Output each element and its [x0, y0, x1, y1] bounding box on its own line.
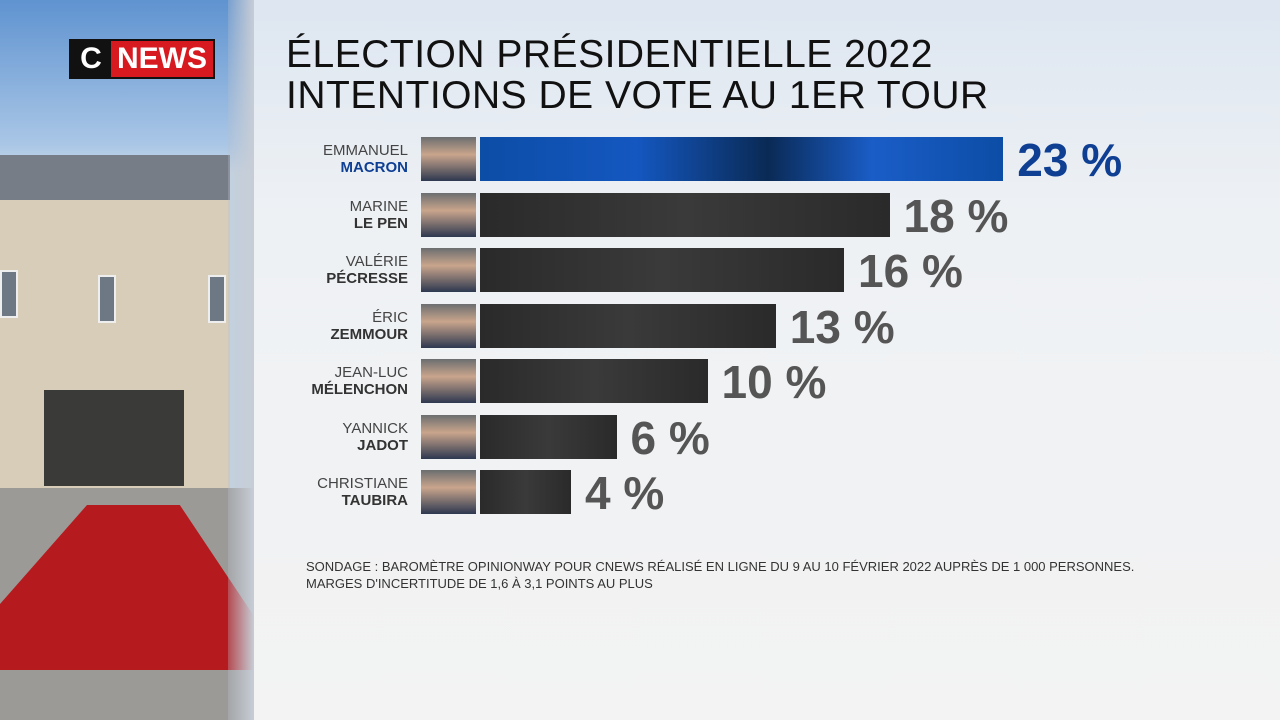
bar-row: EMMANUEL MACRON 23 %	[0, 134, 1280, 186]
candidate-last-name: JADOT	[357, 436, 408, 454]
bar	[480, 414, 617, 459]
candidate-name: YANNICK JADOT	[342, 420, 408, 454]
logo-news: NEWS	[111, 41, 213, 77]
bar	[480, 470, 571, 514]
data-label: 6 %	[630, 411, 710, 464]
data-label: 16 %	[858, 245, 963, 297]
candidate-last-name: LE PEN	[353, 214, 408, 232]
bar	[480, 359, 708, 403]
candidate-first-name: VALÉRIE	[345, 253, 408, 270]
bar-row: JEAN-LUC MÉLENCHON 10 %	[0, 356, 1280, 408]
logo-c: C	[71, 41, 111, 77]
candidate-photo	[421, 192, 476, 237]
panel-edge	[228, 0, 254, 720]
candidate-last-name: PÉCRESSE	[326, 270, 408, 287]
bar	[480, 303, 776, 348]
elysee-background-image: C NEWS	[0, 0, 254, 720]
candidate-photo	[421, 303, 476, 348]
candidate-first-name: YANNICK	[342, 419, 408, 437]
bar-row: MARINE LE PEN 18 %	[0, 190, 1280, 242]
cnews-logo: C NEWS	[69, 39, 215, 79]
candidate-first-name: MARINE	[349, 197, 408, 215]
bar	[480, 248, 844, 292]
data-label: 4 %	[585, 467, 665, 519]
title-line-1: ÉLECTION PRÉSIDENTIELLE 2022	[286, 33, 933, 76]
candidate-name: VALÉRIE PÉCRESSE	[326, 253, 408, 287]
source-line-2: MARGES D'INCERTITUDE DE 1,6 À 3,1 POINTS…	[306, 576, 653, 591]
window	[0, 270, 18, 318]
window	[98, 275, 116, 323]
candidate-first-name: CHRISTIANE	[317, 475, 408, 492]
poll-source: SONDAGE : BAROMÈTRE OPINIONWAY POUR CNEW…	[306, 558, 1134, 592]
candidate-last-name: TAUBIRA	[341, 492, 408, 509]
candidate-name: MARINE LE PEN	[350, 198, 408, 232]
candidate-first-name: EMMANUEL	[322, 142, 408, 159]
bar-row: CHRISTIANE TAUBIRA 4 %	[0, 467, 1280, 519]
page-title: ÉLECTION PRÉSIDENTIELLE 2022 INTENTIONS …	[286, 34, 989, 116]
candidate-name: JEAN-LUC MÉLENCHON	[311, 364, 408, 398]
candidate-first-name: ÉRIC	[372, 308, 408, 326]
candidate-name: EMMANUEL MACRON	[323, 142, 408, 176]
data-label: 18 %	[903, 189, 1009, 242]
window	[208, 275, 226, 323]
roof	[0, 155, 230, 205]
candidate-name: CHRISTIANE TAUBIRA	[317, 475, 408, 509]
candidate-last-name: MACRON	[340, 159, 409, 176]
candidate-last-name: MÉLENCHON	[311, 381, 408, 398]
entrance	[44, 390, 184, 486]
source-line-1: SONDAGE : BAROMÈTRE OPINIONWAY POUR CNEW…	[306, 559, 1135, 574]
bar	[480, 137, 1004, 181]
bar	[480, 192, 890, 237]
candidate-photo	[421, 470, 476, 514]
candidate-photo	[421, 137, 476, 181]
candidate-name: ÉRIC ZEMMOUR	[331, 309, 409, 343]
data-label: 10 %	[721, 356, 827, 408]
candidate-last-name: ZEMMOUR	[330, 325, 409, 343]
data-label: 23 %	[1017, 134, 1123, 186]
candidate-photo	[421, 248, 476, 292]
candidate-photo	[421, 414, 476, 459]
title-line-2: INTENTIONS DE VOTE AU 1ER TOUR	[286, 74, 989, 117]
bar-row: ÉRIC ZEMMOUR 13 %	[0, 301, 1280, 353]
bar-row: VALÉRIE PÉCRESSE 16 %	[0, 245, 1280, 297]
candidate-photo	[421, 359, 476, 403]
bar-row: YANNICK JADOT 6 %	[0, 412, 1280, 464]
data-label: 13 %	[789, 300, 895, 353]
candidate-first-name: JEAN-LUC	[334, 364, 408, 381]
